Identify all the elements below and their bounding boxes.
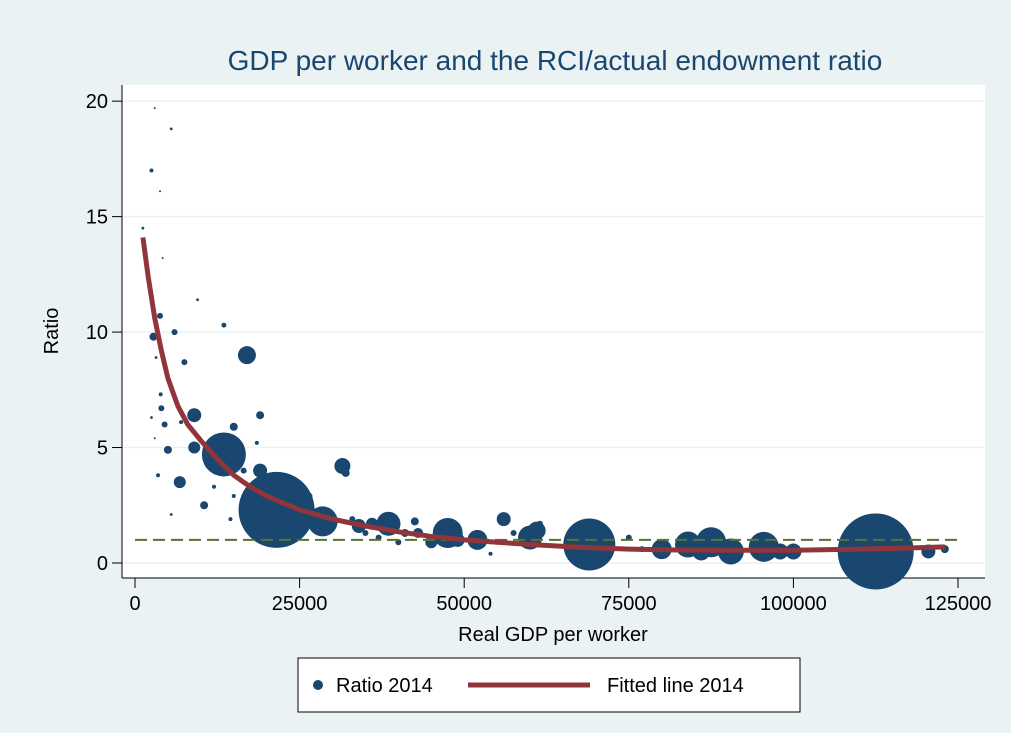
legend-marker	[313, 680, 323, 690]
point	[159, 190, 162, 193]
point	[488, 551, 493, 556]
point	[181, 359, 188, 366]
point	[169, 127, 173, 131]
point	[156, 473, 161, 478]
y-tick-label: 10	[86, 322, 108, 344]
point	[161, 257, 164, 260]
legend-box	[297, 657, 801, 713]
x-tick-label: 75000	[601, 593, 657, 615]
x-tick-label: 100000	[760, 593, 827, 615]
point	[237, 346, 256, 365]
fitted-line	[140, 237, 945, 553]
point	[256, 411, 265, 420]
point	[240, 467, 247, 474]
point	[410, 517, 419, 526]
point	[341, 468, 350, 477]
point	[157, 312, 164, 319]
point	[149, 168, 154, 173]
point	[254, 440, 259, 445]
point	[201, 432, 246, 477]
legend-label: Fitted line 2014	[607, 675, 744, 697]
point	[306, 493, 313, 500]
point	[158, 405, 165, 412]
point	[196, 298, 199, 302]
point	[231, 494, 236, 499]
point	[200, 501, 209, 510]
point	[221, 322, 227, 328]
point	[150, 416, 153, 419]
y-axis-label: Ratio	[41, 308, 63, 355]
point	[163, 445, 172, 454]
legend-label: Ratio 2014	[336, 675, 433, 697]
point	[179, 420, 184, 425]
point	[169, 513, 173, 516]
point	[253, 463, 268, 478]
point	[188, 441, 201, 454]
point	[362, 529, 369, 536]
x-axis-label: Real GDP per worker	[458, 624, 648, 646]
point	[149, 332, 158, 341]
point	[205, 464, 210, 469]
point	[161, 421, 168, 428]
point	[187, 408, 202, 423]
y-tick-label: 15	[86, 207, 108, 229]
y-tick-label: 5	[97, 438, 108, 460]
point	[173, 476, 186, 489]
point	[153, 107, 156, 110]
chart-title: GDP per worker and the RCI/actual endowm…	[228, 45, 883, 76]
x-tick-label: 25000	[272, 593, 328, 615]
point	[510, 529, 517, 536]
point	[527, 521, 546, 540]
point	[837, 513, 914, 590]
point	[536, 520, 543, 527]
x-tick-label: 0	[129, 593, 140, 615]
point	[496, 512, 511, 527]
point	[153, 437, 156, 440]
point	[228, 517, 233, 522]
point	[141, 226, 145, 230]
point	[563, 518, 616, 571]
point	[229, 422, 238, 431]
point	[212, 484, 217, 489]
y-tick-label: 0	[97, 553, 108, 575]
point	[171, 329, 178, 336]
y-tick-label: 20	[86, 91, 108, 113]
point	[154, 356, 158, 359]
x-tick-label: 125000	[925, 593, 992, 615]
point	[158, 392, 163, 397]
x-tick-label: 50000	[436, 593, 492, 615]
